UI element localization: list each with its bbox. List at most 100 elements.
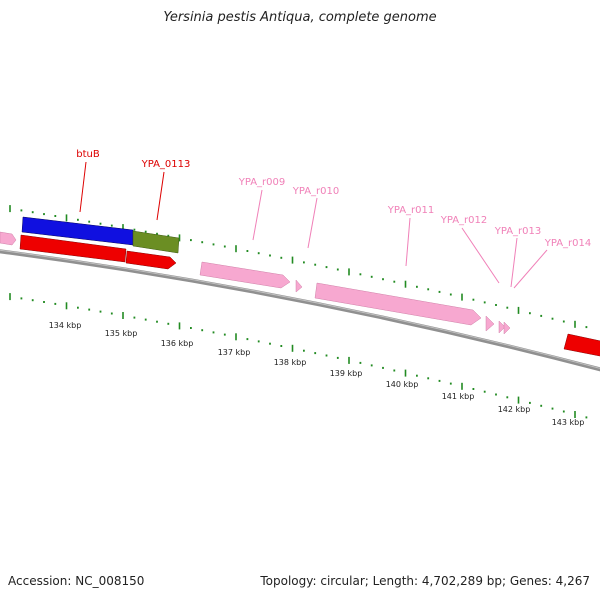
minor-tick [212,331,215,334]
minor-tick [359,273,362,276]
gene-label-YPA_0113[interactable]: YPA_0113 [141,159,191,170]
gene-labels: btuB YPA_0113 YPA_r009 YPA_r010 YPA_r011… [76,149,591,249]
outer-tick-row [9,205,588,329]
minor-tick [416,374,418,377]
minor-tick [223,245,226,248]
minor-tick [77,306,79,309]
major-tick [122,312,124,319]
major-tick [461,382,463,390]
minor-tick [370,275,373,278]
major-tick [178,322,181,330]
minor-tick [269,342,271,345]
major-tick [404,369,407,377]
minor-tick [495,393,497,396]
major-tick [291,256,294,264]
pink-feature-r011[interactable] [314,282,482,326]
minor-tick [562,410,565,413]
minor-tick [483,301,486,304]
genome-backbone [0,249,600,372]
gene-label-YPA_r012[interactable]: YPA_r012 [440,215,488,226]
minor-tick [269,254,271,257]
major-tick [65,302,68,310]
minor-tick [110,312,113,315]
minor-tick [99,222,102,225]
minor-tick [449,293,452,296]
minor-tick [540,314,543,317]
gene-label-YPA_r014[interactable]: YPA_r014 [544,238,592,249]
minor-tick [54,302,57,305]
label-leaders [79,161,548,289]
minor-tick [427,377,430,380]
scale-label-136: 136 kbp [161,339,194,348]
minor-tick [257,340,260,343]
major-tick [574,411,576,418]
map-title: Yersinia pestis Antiqua, complete genome [163,10,437,25]
major-tick [235,245,237,253]
minor-tick [201,241,204,244]
minor-tick [77,218,79,221]
red-feature-1[interactable] [19,234,127,263]
gene-label-YPA_r011[interactable]: YPA_r011 [387,205,435,216]
major-tick [9,205,11,213]
minor-tick [43,301,45,303]
minor-tick [167,234,170,237]
pink-feature-edge[interactable] [0,231,17,246]
gene-label-YPA_r013[interactable]: YPA_r013 [494,226,542,237]
minor-tick [88,220,91,223]
gene-label-btuB[interactable]: btuB [76,149,100,160]
minor-tick [280,345,283,347]
minor-tick [144,230,147,233]
major-tick [348,268,350,276]
accession-text: Accession: NC_008150 [8,574,145,588]
minor-tick [382,278,384,281]
scale-label-137: 137 kbp [218,348,251,357]
minor-tick [483,390,486,393]
pink-feature-r009[interactable] [199,261,291,289]
minor-tick [257,252,260,255]
minor-tick [88,308,91,311]
YPA_0113-feature[interactable] [132,230,180,254]
minor-tick [99,310,102,313]
genome-summary-text: Topology: circular; Length: 4,702,289 bp… [260,574,590,588]
red-feature-3[interactable] [563,333,600,358]
minor-tick [54,215,57,217]
minor-tick [190,239,192,242]
major-tick [517,306,520,314]
minor-tick [370,364,373,367]
minor-tick [506,396,509,399]
gene-label-YPA_r010[interactable]: YPA_r010 [292,186,340,197]
minor-tick [31,299,34,302]
major-tick [574,320,576,328]
minor-tick [585,416,588,419]
major-tick [517,396,520,404]
scale-label-141: 141 kbp [442,392,475,401]
pink-feature-r014[interactable] [503,321,511,335]
gene-label-YPA_r009[interactable]: YPA_r009 [238,177,286,188]
minor-tick [156,320,158,323]
minor-tick [20,297,23,300]
minor-tick [314,352,317,355]
minor-tick [110,224,113,227]
minor-tick [303,261,305,264]
minor-tick [20,209,23,212]
minor-tick [585,326,588,329]
scale-label-135: 135 kbp [105,329,138,338]
red-feature-2[interactable] [125,250,177,270]
scale-label-140: 140 kbp [386,380,419,389]
scale-labels: 134 kbp 135 kbp 136 kbp 137 kbp 138 kbp … [49,321,585,427]
pink-feature-r012[interactable] [485,315,495,332]
minor-tick [529,401,531,404]
major-tick [235,333,237,341]
pink-feature-r013[interactable] [498,320,506,334]
minor-tick [223,333,226,336]
major-tick [122,224,124,232]
minor-tick [31,211,34,214]
outer-strand-features [0,216,180,254]
minor-tick [280,256,283,259]
pink-feature-r010[interactable] [295,279,303,293]
major-tick [9,293,11,301]
minor-tick [201,329,204,332]
major-tick [178,234,181,242]
minor-tick [314,263,317,266]
scale-label-143: 143 kbp [552,418,585,427]
